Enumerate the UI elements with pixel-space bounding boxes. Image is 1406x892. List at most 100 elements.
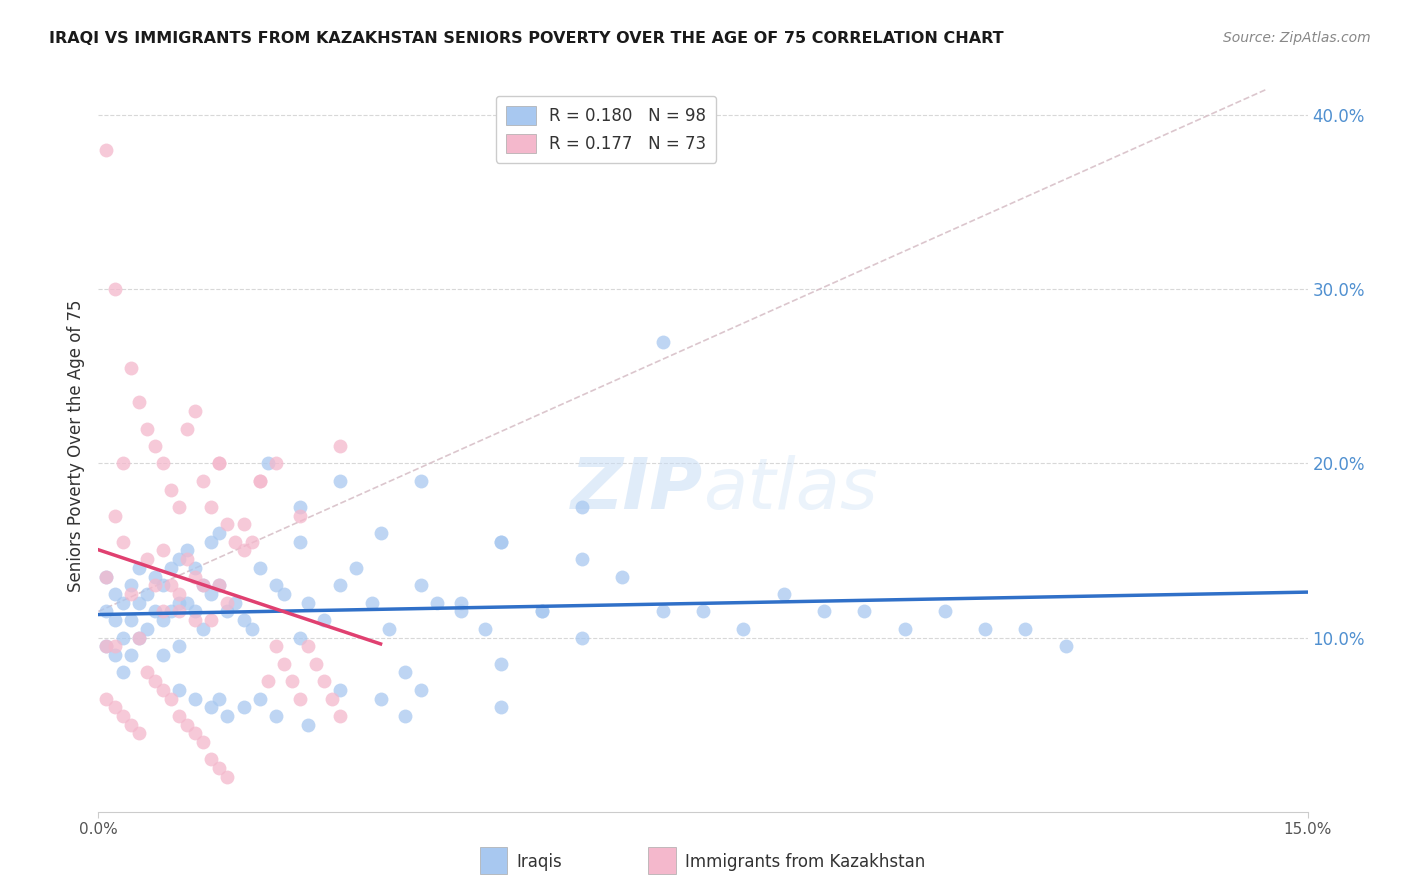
Point bbox=[184, 569, 207, 583]
Point bbox=[96, 604, 118, 618]
Point bbox=[167, 596, 190, 610]
Point bbox=[288, 500, 311, 514]
Point bbox=[426, 596, 449, 610]
Point bbox=[249, 691, 271, 706]
Point bbox=[167, 604, 190, 618]
Point bbox=[264, 640, 287, 654]
Point bbox=[184, 726, 207, 740]
Point bbox=[491, 657, 513, 671]
Point bbox=[160, 604, 183, 618]
Point bbox=[314, 613, 336, 627]
Point bbox=[344, 561, 367, 575]
Text: Immigrants from Kazakhstan: Immigrants from Kazakhstan bbox=[685, 854, 925, 871]
Point bbox=[200, 613, 222, 627]
Point bbox=[135, 421, 157, 435]
Point bbox=[160, 691, 183, 706]
Point bbox=[361, 596, 384, 610]
Point bbox=[208, 761, 231, 775]
Point bbox=[184, 604, 207, 618]
Point bbox=[184, 691, 207, 706]
Point bbox=[249, 561, 271, 575]
Point bbox=[193, 622, 215, 636]
Point bbox=[249, 474, 271, 488]
Point bbox=[232, 543, 254, 558]
Point bbox=[651, 334, 673, 349]
Point bbox=[143, 439, 166, 453]
Point bbox=[176, 421, 198, 435]
Point bbox=[232, 700, 254, 714]
Point bbox=[103, 640, 125, 654]
Point bbox=[273, 657, 295, 671]
Point bbox=[128, 395, 150, 409]
Point bbox=[329, 578, 352, 592]
Point bbox=[370, 691, 392, 706]
Point bbox=[450, 604, 472, 618]
Point bbox=[167, 500, 190, 514]
Point bbox=[143, 674, 166, 689]
Text: Iraqis: Iraqis bbox=[516, 854, 562, 871]
Point bbox=[733, 622, 755, 636]
Point bbox=[184, 613, 207, 627]
Point bbox=[264, 457, 287, 471]
Point bbox=[530, 604, 553, 618]
Text: IRAQI VS IMMIGRANTS FROM KAZAKHSTAN SENIORS POVERTY OVER THE AGE OF 75 CORRELATI: IRAQI VS IMMIGRANTS FROM KAZAKHSTAN SENI… bbox=[49, 31, 1004, 46]
Point bbox=[128, 726, 150, 740]
Point bbox=[200, 534, 222, 549]
Point bbox=[135, 587, 157, 601]
Point bbox=[934, 604, 956, 618]
Point bbox=[135, 552, 157, 566]
Point bbox=[249, 474, 271, 488]
Point bbox=[329, 709, 352, 723]
Point bbox=[160, 483, 183, 497]
Point bbox=[184, 404, 207, 418]
Point bbox=[217, 596, 239, 610]
Point bbox=[120, 578, 142, 592]
Text: Source: ZipAtlas.com: Source: ZipAtlas.com bbox=[1223, 31, 1371, 45]
Point bbox=[208, 691, 231, 706]
Point bbox=[288, 508, 311, 523]
Point bbox=[200, 752, 222, 766]
Point bbox=[128, 631, 150, 645]
Point bbox=[103, 587, 125, 601]
Point bbox=[305, 657, 328, 671]
Point bbox=[152, 613, 174, 627]
Point bbox=[297, 596, 319, 610]
Point bbox=[224, 596, 246, 610]
Point bbox=[111, 534, 134, 549]
Point bbox=[314, 674, 336, 689]
Point bbox=[96, 640, 118, 654]
Point bbox=[232, 517, 254, 532]
Point bbox=[530, 604, 553, 618]
Point bbox=[217, 709, 239, 723]
FancyBboxPatch shape bbox=[479, 847, 508, 874]
Point bbox=[491, 700, 513, 714]
Point bbox=[264, 709, 287, 723]
Point bbox=[232, 613, 254, 627]
Point bbox=[1014, 622, 1036, 636]
Point bbox=[264, 578, 287, 592]
Point bbox=[208, 578, 231, 592]
Point bbox=[176, 552, 198, 566]
Text: atlas: atlas bbox=[703, 456, 877, 524]
Point bbox=[692, 604, 714, 618]
Point bbox=[329, 474, 352, 488]
Point bbox=[571, 552, 593, 566]
Point bbox=[176, 717, 198, 731]
Point bbox=[152, 648, 174, 662]
Point bbox=[184, 561, 207, 575]
Point bbox=[474, 622, 496, 636]
Point bbox=[208, 457, 231, 471]
Point bbox=[111, 457, 134, 471]
Point bbox=[297, 717, 319, 731]
Y-axis label: Seniors Poverty Over the Age of 75: Seniors Poverty Over the Age of 75 bbox=[67, 300, 86, 592]
Point bbox=[297, 640, 319, 654]
Point bbox=[208, 526, 231, 541]
Point bbox=[409, 474, 432, 488]
Point bbox=[329, 682, 352, 697]
Point bbox=[217, 770, 239, 784]
Point bbox=[167, 640, 190, 654]
Point bbox=[103, 282, 125, 296]
Point bbox=[329, 439, 352, 453]
Point bbox=[152, 578, 174, 592]
Point bbox=[143, 578, 166, 592]
